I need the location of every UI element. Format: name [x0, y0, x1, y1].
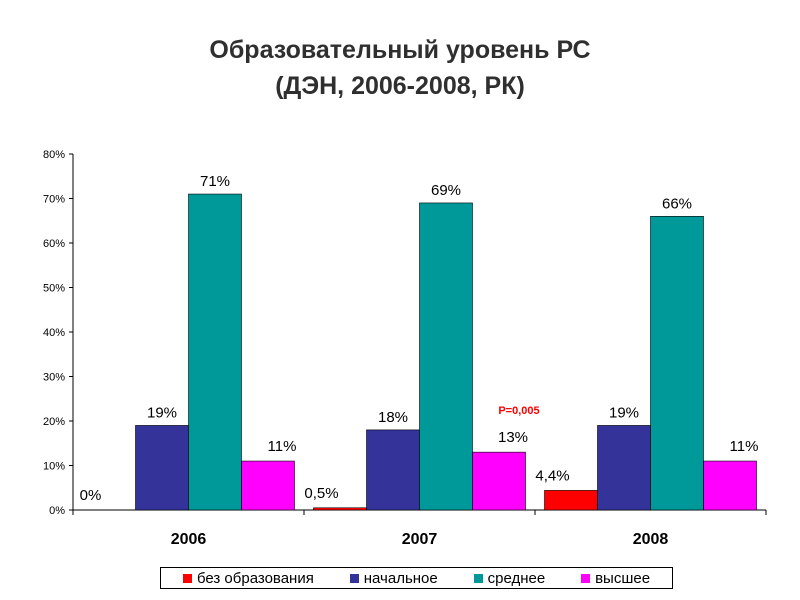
data-label: 0% [80, 487, 102, 504]
x-tick-label: 2006 [171, 531, 207, 548]
data-label: 11% [730, 438, 759, 455]
data-label: 0,5% [304, 485, 338, 502]
y-tick-label: 0% [49, 505, 65, 517]
legend-label: начальное [363, 569, 438, 587]
legend-swatch [473, 573, 483, 583]
data-label: 19% [609, 404, 639, 421]
legend-swatch [349, 573, 359, 583]
chart-title-line-2: (ДЭН, 2006-2008, РК) [275, 72, 525, 100]
bar [544, 490, 598, 511]
bar [419, 202, 473, 511]
bar [597, 425, 651, 511]
bar [703, 460, 757, 511]
legend-item: начальное [349, 569, 438, 587]
bar [650, 216, 704, 511]
bar [135, 425, 189, 511]
legend-item: среднее [473, 569, 546, 587]
legend-swatch [182, 573, 192, 583]
bar [188, 193, 242, 511]
x-tick-label: 2008 [633, 531, 669, 548]
legend-item: без образования [182, 569, 314, 587]
legend-swatch [581, 573, 591, 583]
y-tick-label: 20% [43, 416, 65, 428]
legend-label: высшее [595, 569, 651, 587]
legend-label: среднее [487, 569, 546, 587]
chart-legend: без образования начальное среднее высшее [160, 567, 673, 589]
x-tick-label: 2007 [402, 531, 438, 548]
bar [472, 451, 526, 511]
significance-annotation: P=0,005 [498, 405, 539, 417]
data-label: 66% [662, 195, 692, 212]
y-tick-label: 40% [43, 327, 65, 339]
y-tick-label: 30% [43, 372, 65, 384]
bar [313, 507, 367, 511]
chart-title: Образовательный уровень РС (ДЭН, 2006-20… [0, 32, 800, 104]
data-label: 13% [498, 429, 528, 446]
y-tick-label: 10% [43, 461, 65, 473]
legend-item: высшее [581, 570, 650, 587]
y-tick-label: 70% [43, 194, 65, 206]
data-label: 11% [268, 438, 297, 455]
data-label: 69% [431, 182, 461, 199]
y-tick-label: 80% [43, 149, 65, 161]
data-label: 71% [200, 173, 230, 190]
y-tick-label: 60% [43, 238, 65, 250]
bar [366, 429, 420, 511]
data-label: 4,4% [535, 467, 569, 484]
data-label: 19% [147, 404, 177, 421]
data-label: 18% [378, 409, 408, 426]
legend-label: без образования [196, 569, 314, 587]
y-tick-label: 50% [43, 283, 65, 295]
bar [241, 460, 295, 511]
chart-title-line-1: Образовательный уровень РС [209, 36, 591, 64]
